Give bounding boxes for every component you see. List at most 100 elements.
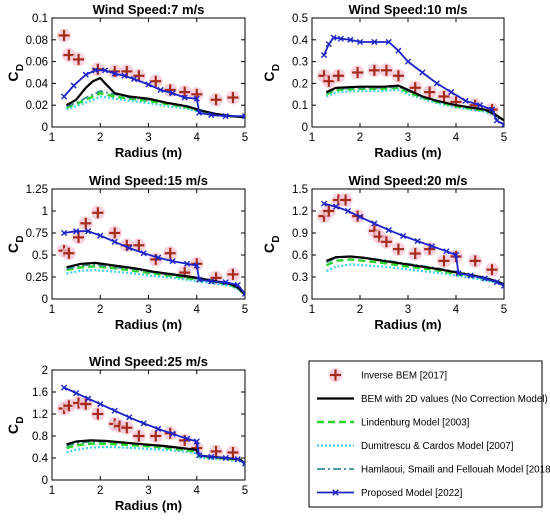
x-tick-label: 5 <box>242 304 248 316</box>
marker-d2 <box>208 278 215 285</box>
marker-d2 <box>395 47 402 54</box>
inverse-bem-point <box>78 216 93 231</box>
y-axis-label-main: C <box>5 424 21 434</box>
proposed-model-point <box>111 407 118 414</box>
inverse-bem-point <box>485 262 499 277</box>
proposed-model-point <box>325 41 332 48</box>
proposed-model-point <box>481 275 488 282</box>
marker-d2 <box>111 238 118 245</box>
proposed-model-point <box>385 38 392 46</box>
inverse-bem-point <box>90 62 105 77</box>
proposed-model-point <box>395 47 402 54</box>
y-tick-label: 0.4 <box>32 453 49 465</box>
marker-d2 <box>371 220 378 227</box>
x-axis-label: Radius (m) <box>374 317 441 332</box>
proposed-model-point <box>60 229 68 237</box>
legend-label: Hamlaoui, Smaili and Fellouah Model [201… <box>361 465 550 476</box>
proposed-model-point <box>85 228 92 235</box>
y-tick-label: 0.06 <box>26 57 48 69</box>
y-tick-label: 0.08 <box>26 35 48 47</box>
legend-label: Inverse BEM [2017] <box>361 371 447 382</box>
proposed-model-point <box>126 244 133 252</box>
y-tick-label: 0.75 <box>26 228 48 240</box>
marker-d2 <box>169 258 176 265</box>
marker-d2 <box>433 80 440 87</box>
proposed-model-point <box>111 70 118 77</box>
plot-area <box>51 17 246 128</box>
inverse-bem-point <box>391 242 406 257</box>
inverse-bem-point <box>437 89 451 104</box>
proposed-model-point <box>330 34 337 41</box>
marker-d2 <box>130 75 138 83</box>
inverse-bem-point <box>209 92 224 107</box>
inverse-bem-point <box>107 226 122 240</box>
x-tick-label: 5 <box>242 485 248 497</box>
marker-d1 <box>500 121 504 126</box>
proposed-series-line <box>323 202 504 287</box>
proposed-model-point <box>130 75 138 83</box>
proposed-model-point <box>97 232 104 239</box>
x-tick-label: 2 <box>357 304 363 316</box>
proposed-model-point <box>85 395 92 402</box>
marker-d2 <box>208 111 215 119</box>
y-tick-label: 0.2 <box>292 78 308 90</box>
y-tick-label: 0 <box>42 294 48 306</box>
proposed-model-point <box>169 90 176 97</box>
y-tick-label: 0 <box>302 122 308 134</box>
marker-d2 <box>140 250 147 257</box>
legend-entry: Hamlaoui, Smaili and Fellouah Model [201… <box>317 465 550 476</box>
proposed-model-point <box>241 290 245 297</box>
y-tick-label: 0.4 <box>292 35 309 47</box>
inverse-bem-point <box>338 193 353 207</box>
y-axis-label-main: C <box>261 71 277 81</box>
marker-d2 <box>443 248 450 255</box>
y-axis-label-sub: D <box>15 235 26 242</box>
y-tick-label: 1.25 <box>26 184 48 196</box>
marker-d2 <box>404 58 412 65</box>
y-axis-label-sub: D <box>15 64 26 71</box>
proposed-series-line <box>63 386 245 465</box>
plot-area <box>311 188 505 300</box>
marker-d2 <box>140 420 147 427</box>
proposed-model-point <box>193 262 200 269</box>
marker-d2 <box>101 67 109 74</box>
subplot-title: Wind Speed:15 m/s <box>89 173 208 188</box>
marker-d2 <box>400 232 407 240</box>
marker-d2 <box>169 90 176 97</box>
legend-box <box>308 360 543 508</box>
x-axis-label: Radius (m) <box>115 317 182 332</box>
y-axis-label: CD <box>5 235 26 253</box>
proposed-model-point <box>356 38 364 46</box>
x-tick-label: 4 <box>453 304 460 316</box>
marker-d2 <box>332 203 340 210</box>
proposed-model-point <box>208 453 215 460</box>
subplot-1: 1 2 3 4 5 0 0.02 0.04 0.06 0.08 0.1 Wind Speed:7 m/… <box>5 2 248 160</box>
y-tick-label: 1 <box>42 206 48 218</box>
inverse-bem-point <box>61 246 76 261</box>
y-tick-label: 0.02 <box>26 100 48 112</box>
proposed-model-point <box>126 414 133 421</box>
marker-d2 <box>493 117 500 124</box>
marker-d2 <box>97 232 104 239</box>
proposed-model-point <box>448 89 455 96</box>
y-axis-label: CD <box>5 64 26 82</box>
proposed-model-point <box>344 207 352 215</box>
marker-d2 <box>196 452 203 459</box>
marker-d2 <box>481 275 488 282</box>
legend: Inverse BEM [2017] BEM with 2D values (No… <box>308 360 550 508</box>
bem2d-series-line <box>325 84 504 122</box>
data-layer <box>317 34 504 127</box>
proposed-model-point <box>184 260 191 267</box>
proposed-model-point <box>332 203 340 210</box>
proposed-model-point <box>500 282 504 289</box>
marker-d2 <box>241 462 245 467</box>
proposed-model-point <box>82 71 89 78</box>
proposed-model-point <box>111 238 118 245</box>
proposed-model-point <box>208 111 215 119</box>
inverse-bem-point <box>350 65 365 80</box>
proposed-model-point <box>452 251 460 259</box>
x-tick-label: 5 <box>242 132 248 144</box>
marker-d2 <box>371 38 378 46</box>
legend-swatch-marker <box>332 489 339 496</box>
